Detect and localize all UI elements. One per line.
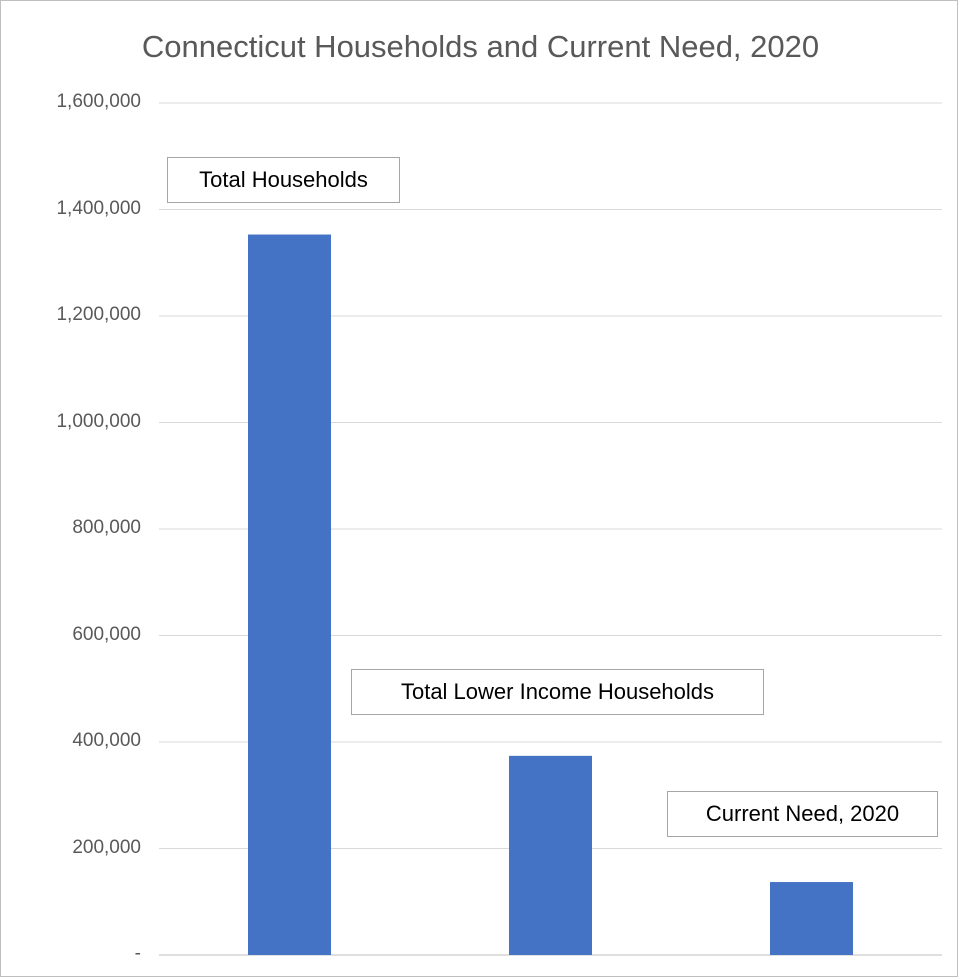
y-tick-label: 1,000,000 xyxy=(56,410,141,432)
y-tick-label: 200,000 xyxy=(72,836,141,858)
category-label: Total Households xyxy=(167,157,400,203)
category-label: Total Lower Income Households xyxy=(351,669,764,715)
y-tick-label: - xyxy=(134,943,141,964)
y-tick-label: 400,000 xyxy=(72,730,141,751)
category-label: Current Need, 2020 xyxy=(667,791,938,837)
chart-title: Connecticut Households and Current Need,… xyxy=(141,29,820,64)
bar xyxy=(509,755,592,955)
bar xyxy=(770,882,853,955)
y-tick-label: 1,200,000 xyxy=(56,304,141,325)
y-tick-label: 600,000 xyxy=(72,623,141,645)
y-tick-label: 1,600,000 xyxy=(56,91,141,112)
y-tick-label: 1,400,000 xyxy=(56,197,141,219)
bar xyxy=(248,234,331,956)
y-tick-label: 800,000 xyxy=(72,517,141,538)
